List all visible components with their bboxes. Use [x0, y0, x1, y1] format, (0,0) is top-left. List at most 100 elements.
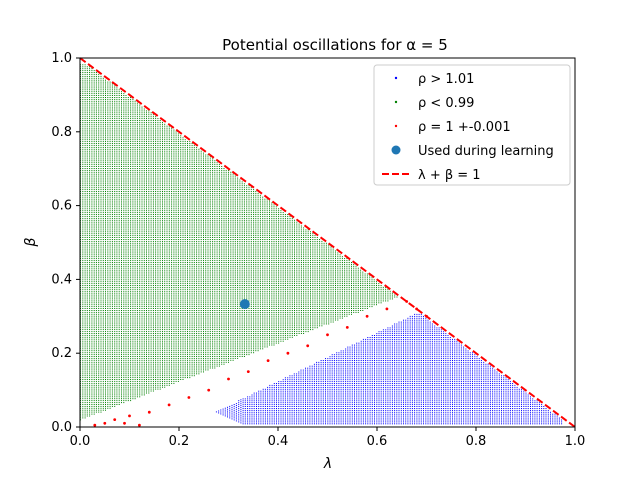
green-dot [139, 262, 141, 263]
green-dot [105, 294, 106, 296]
green-dot [105, 127, 106, 129]
green-dot [102, 306, 104, 308]
green-dot [125, 354, 127, 356]
green-dot [132, 242, 134, 244]
green-dot [84, 250, 86, 252]
green-dot [114, 127, 116, 129]
green-dot [111, 317, 113, 319]
green-dot [93, 283, 95, 285]
green-dot [134, 315, 136, 317]
green-dot [146, 246, 147, 248]
green-dot [86, 233, 88, 235]
green-dot [123, 118, 125, 120]
green-dot [107, 365, 109, 367]
green-dot [127, 327, 129, 329]
green-dot [141, 121, 143, 123]
green-dot [121, 225, 122, 227]
green-dot [91, 123, 93, 125]
green-dot [95, 104, 97, 106]
green-dot [111, 348, 113, 350]
green-dot [111, 315, 113, 317]
green-dot [114, 346, 116, 348]
green-dot [91, 192, 93, 194]
green-dot [123, 382, 125, 384]
green-dot [91, 73, 93, 75]
green-dot [118, 110, 120, 112]
green-dot [134, 139, 136, 141]
green-dot [86, 407, 88, 409]
green-dot [136, 375, 138, 377]
green-dot [107, 156, 109, 158]
green-dot [82, 311, 84, 313]
green-dot [86, 382, 88, 384]
green-dot [107, 348, 109, 350]
green-dot [146, 269, 147, 271]
green-dot [132, 290, 134, 292]
green-dot [84, 306, 86, 308]
green-dot [109, 210, 111, 212]
green-dot [130, 398, 132, 400]
green-dot [100, 271, 102, 273]
green-dot [139, 181, 141, 183]
green-dot [100, 411, 102, 413]
green-dot [146, 290, 147, 292]
green-dot [116, 384, 118, 386]
green-dot [139, 237, 141, 238]
green-dot [98, 357, 100, 359]
green-dot [107, 371, 109, 373]
green-dot [93, 212, 95, 214]
green-dot [100, 329, 102, 331]
green-dot [102, 296, 104, 298]
green-dot [109, 271, 111, 273]
green-dot [100, 133, 102, 135]
green-dot [130, 214, 132, 215]
green-dot [84, 363, 86, 365]
green-dot [127, 202, 129, 204]
green-dot [130, 208, 132, 210]
green-dot [86, 367, 88, 369]
green-dot [107, 192, 109, 194]
green-dot [141, 382, 143, 384]
green-dot [109, 173, 111, 175]
green-dot [123, 338, 125, 340]
green-dot [82, 156, 84, 158]
green-dot [102, 258, 104, 260]
green-dot [100, 168, 102, 169]
green-dot [143, 269, 145, 271]
green-dot [100, 344, 102, 346]
green-dot [91, 120, 93, 121]
green-dot [107, 256, 109, 258]
green-dot [89, 237, 91, 238]
green-dot [93, 210, 95, 212]
green-dot [84, 97, 86, 98]
green-dot [105, 191, 106, 192]
green-dot [98, 315, 100, 317]
green-dot [84, 371, 86, 373]
green-dot [143, 306, 145, 308]
green-dot [125, 135, 127, 137]
green-dot [111, 392, 113, 394]
green-dot [89, 361, 91, 363]
green-dot [102, 131, 104, 133]
green-dot [100, 239, 102, 240]
green-dot [134, 263, 136, 265]
green-dot [109, 302, 111, 304]
green-dot [109, 262, 111, 263]
green-dot [141, 187, 143, 189]
green-dot [84, 177, 86, 179]
green-dot [114, 361, 116, 363]
green-dot [146, 242, 147, 244]
green-dot [93, 404, 95, 405]
green-dot [111, 402, 113, 404]
green-dot [139, 129, 141, 131]
green-dot [105, 352, 106, 354]
green-dot [91, 108, 93, 110]
green-dot [116, 175, 118, 177]
green-dot [107, 83, 109, 85]
green-dot [100, 298, 102, 300]
green-dot [146, 292, 147, 294]
green-dot [125, 325, 127, 327]
green-dot [143, 112, 145, 114]
green-dot [114, 267, 116, 269]
green-dot [100, 77, 102, 79]
